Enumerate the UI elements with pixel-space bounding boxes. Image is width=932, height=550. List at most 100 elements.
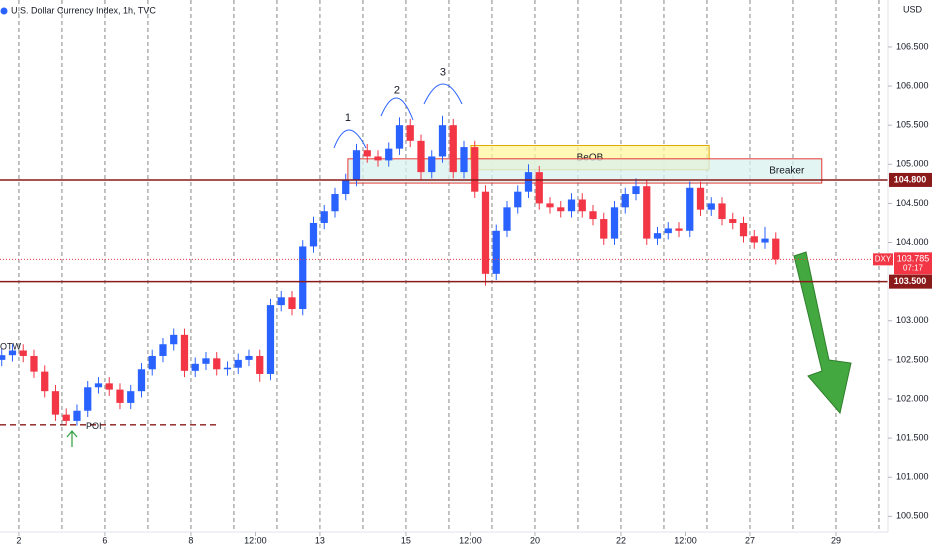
candle-body	[148, 355, 156, 370]
x-tick-label: 22	[616, 535, 626, 545]
level-label-box	[889, 172, 932, 187]
y-tick-label: 101.000	[896, 472, 929, 482]
candle-body	[19, 350, 27, 356]
symbol-icon	[0, 7, 8, 15]
x-tick-label: 27	[745, 535, 755, 545]
candle-body	[772, 238, 780, 260]
peak-arc	[423, 83, 463, 105]
candle-body	[428, 156, 436, 173]
candle-body	[180, 334, 189, 371]
y-tick-label: 101.500	[896, 432, 929, 442]
candle-body	[417, 140, 425, 173]
candle-body	[632, 186, 640, 195]
candle-body	[374, 156, 382, 161]
candle-body	[406, 125, 414, 141]
annotation: 3	[440, 67, 446, 79]
candle-body	[610, 207, 619, 239]
zones-layer: BeOB Breaker	[347, 145, 823, 184]
candle-body	[223, 367, 232, 370]
x-tick-label: 6	[102, 535, 107, 545]
symbol-label: DXY	[875, 254, 892, 263]
candle-body	[567, 199, 576, 212]
candle-body	[202, 358, 210, 364]
y-tick-label: 106.500	[896, 41, 929, 51]
candle-body	[546, 203, 554, 208]
candle-body	[30, 355, 38, 372]
candle-body	[331, 194, 339, 212]
candle-body	[0, 355, 6, 360]
zone-label: Breaker	[769, 166, 805, 177]
annotation: 2	[394, 85, 400, 97]
y-tick-label: 106.000	[896, 80, 929, 90]
candle-body	[653, 233, 662, 239]
zone-label: BeOB	[577, 152, 604, 163]
candle-body	[51, 391, 60, 415]
candle-body	[686, 187, 694, 231]
candle-body	[718, 203, 726, 220]
candle-body	[62, 414, 70, 421]
x-tick-label: 12:00	[674, 535, 697, 545]
candles-layer	[0, 115, 780, 426]
candle-body	[729, 219, 737, 223]
x-tick-label: 2	[16, 535, 21, 545]
candle-body	[707, 203, 715, 210]
x-tick-label: 29	[831, 535, 841, 545]
candle-body	[557, 207, 565, 212]
last-price-box	[894, 252, 932, 275]
zone	[347, 158, 823, 184]
candle-body	[256, 355, 264, 374]
chart-title: U.S. Dollar Currency Index, 1h, TVC	[11, 5, 156, 15]
grid-layer	[18, 0, 880, 532]
candle-body	[277, 297, 285, 306]
x-tick-label: 20	[530, 535, 540, 545]
overlay-layer: POI 1 2 3 OTW	[0, 67, 888, 447]
candle-body	[137, 369, 146, 392]
x-tick-label: 12:00	[459, 535, 482, 545]
candle-body	[621, 194, 629, 208]
annotation: 1	[345, 112, 351, 124]
x-tick-label: 13	[315, 535, 325, 545]
candle-body	[750, 236, 758, 243]
y-tick-label: 105.500	[896, 120, 929, 130]
peak-arc	[333, 129, 367, 149]
candle-body	[73, 410, 81, 421]
candle-body	[578, 199, 586, 212]
y-tick-label: 104.500	[896, 198, 929, 208]
y-tick-label: 105.000	[896, 159, 929, 169]
candle-body	[471, 147, 479, 192]
candle-body	[481, 191, 490, 274]
axis-layer: 2 6 8 12:00 13 15 12:00 20 22 12:00 27 29106.500106…	[16, 41, 932, 545]
candle-body	[8, 350, 17, 356]
candle-body	[385, 148, 393, 161]
y-tick-label: 103.000	[896, 315, 929, 325]
candle-body	[395, 125, 404, 149]
level-label: 104.800	[894, 174, 927, 184]
candle-body	[320, 211, 328, 223]
candle-body	[363, 150, 371, 157]
candle-body	[449, 125, 457, 173]
candle-body	[600, 219, 608, 239]
poi-label: POI	[86, 421, 102, 431]
candle-body	[191, 363, 199, 371]
candle-body	[309, 222, 318, 247]
candle-body	[94, 383, 103, 388]
candle-body	[245, 355, 253, 360]
y-tick-label: 104.000	[896, 237, 929, 247]
candle-body	[460, 147, 468, 173]
candle-body	[514, 191, 522, 208]
candle-body	[438, 125, 447, 157]
candle-body	[105, 383, 113, 390]
candle-body	[266, 305, 275, 374]
candle-body	[761, 238, 769, 243]
candle-body	[503, 207, 511, 231]
peak-arc	[380, 97, 414, 121]
candle-body	[342, 179, 350, 195]
candle-body	[643, 186, 651, 239]
candle-body	[299, 246, 307, 310]
last-price-label: 103.785	[897, 254, 930, 264]
forecast-arrow	[793, 251, 852, 415]
y-tick-label: 102.000	[896, 393, 929, 403]
candle-body	[696, 187, 705, 210]
